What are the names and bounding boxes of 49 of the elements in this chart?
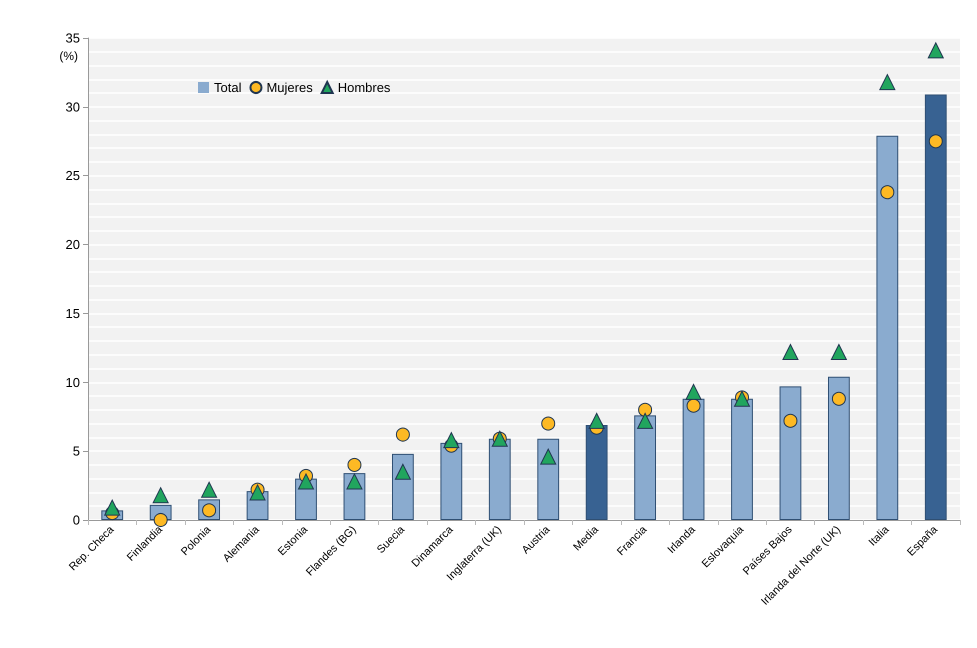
bar (828, 376, 850, 520)
bar (537, 438, 560, 520)
y-tick-label: 25 (66, 168, 80, 184)
legend-label: Mujeres (266, 80, 314, 95)
point (347, 458, 362, 472)
bar (876, 136, 898, 520)
point (443, 432, 460, 448)
point (540, 448, 556, 465)
bar (634, 415, 656, 520)
legend-label: Total (214, 80, 242, 95)
point (638, 402, 652, 417)
bar (731, 398, 753, 520)
y-tick-label: 5 (72, 444, 80, 459)
bar (924, 94, 947, 520)
point (152, 487, 169, 504)
point (686, 384, 702, 400)
point (928, 134, 943, 148)
point (154, 513, 168, 527)
y-tick-label: 0 (72, 512, 80, 528)
bar (488, 438, 511, 520)
legend-label: Hombres (338, 80, 391, 95)
point (541, 416, 556, 431)
point (201, 482, 218, 498)
point (396, 428, 410, 442)
point (928, 42, 944, 58)
bar (586, 424, 608, 520)
y-tick-label: 15 (66, 306, 80, 321)
point (879, 74, 896, 90)
y-tick-label: 10 (66, 374, 80, 390)
y-axis-title: (%) (59, 49, 78, 63)
point (588, 412, 605, 429)
point (832, 392, 846, 406)
point (298, 473, 314, 490)
point (104, 500, 120, 516)
point (782, 344, 798, 360)
point (250, 484, 266, 500)
point (686, 398, 701, 413)
bar (440, 442, 462, 520)
y-tick-label: 30 (66, 99, 80, 114)
point (830, 344, 847, 360)
point (346, 473, 362, 490)
y-tick-label: 35 (66, 30, 80, 46)
y-tick-label: 20 (66, 237, 80, 252)
point (637, 412, 654, 429)
point (783, 414, 798, 428)
point (880, 185, 894, 200)
bar (682, 398, 704, 520)
bar (780, 386, 802, 520)
point (394, 464, 411, 480)
